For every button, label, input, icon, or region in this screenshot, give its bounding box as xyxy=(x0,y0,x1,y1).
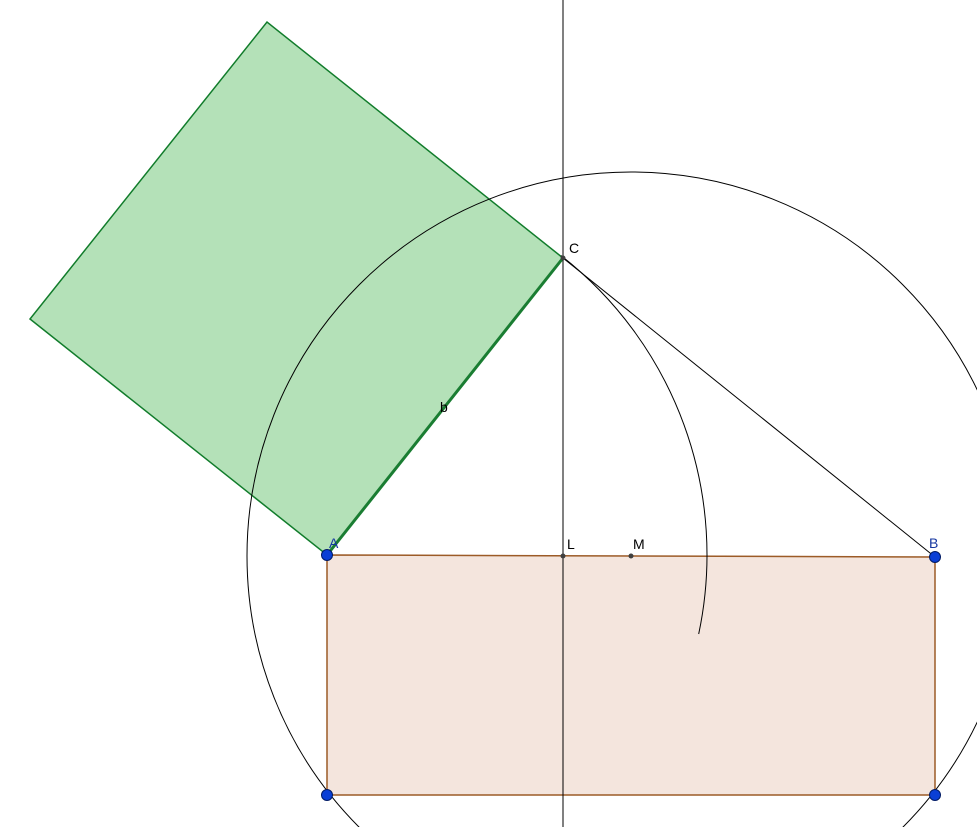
geometry-canvas: A B C L Mb xyxy=(0,0,977,827)
label-l: L xyxy=(567,536,575,552)
label-m: M xyxy=(633,536,645,552)
rectangle-on-ab xyxy=(327,555,935,795)
point-p1 xyxy=(322,790,333,801)
square-on-b xyxy=(30,22,563,555)
point-a xyxy=(322,550,333,561)
side-cb xyxy=(563,258,935,557)
point-m xyxy=(629,554,634,559)
point-l xyxy=(561,554,566,559)
label-c: C xyxy=(569,240,579,256)
label-a: A xyxy=(329,535,339,551)
point-p2 xyxy=(930,790,941,801)
point-b xyxy=(930,552,941,563)
label-b: B xyxy=(929,535,938,551)
label-b: b xyxy=(440,399,448,415)
point-c xyxy=(561,256,566,261)
